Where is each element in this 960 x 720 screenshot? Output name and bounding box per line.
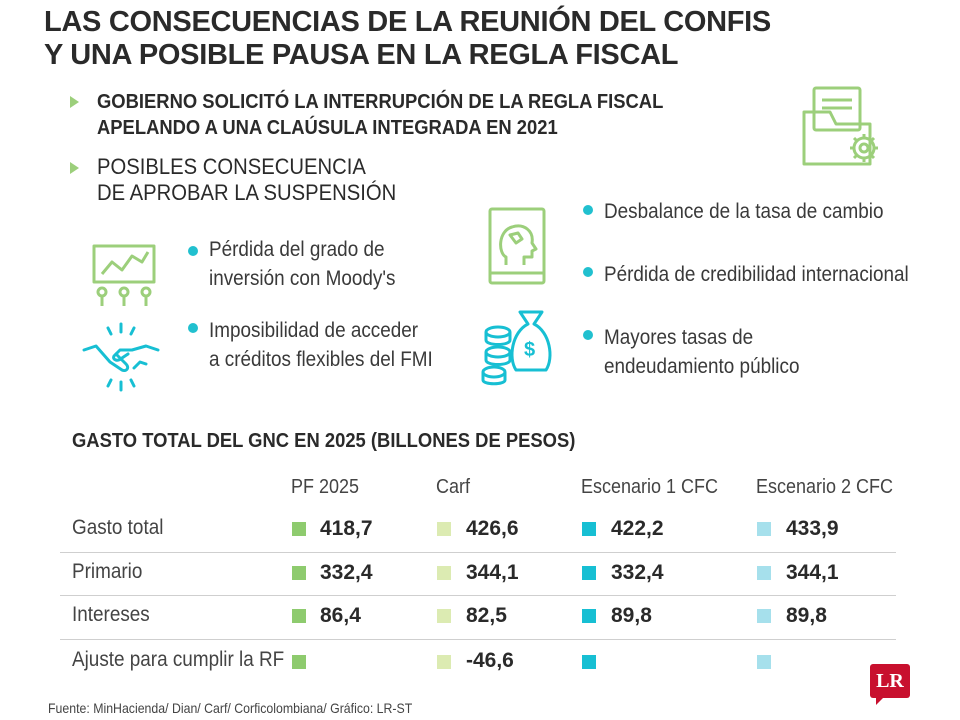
title-line-2: Y UNA POSIBLE PAUSA EN LA REGLA FISCAL <box>44 39 679 71</box>
column-header-pf2025: PF 2025 <box>291 476 360 498</box>
swatch-carf <box>437 609 451 623</box>
swatch-escenario-2 <box>757 566 771 580</box>
bullet-dot <box>583 267 593 277</box>
row-label-gasto-total: Gasto total <box>72 516 164 539</box>
source-note: Fuente: MinHacienda/ Dian/ Carf/ Corfico… <box>48 700 413 716</box>
cell-intereses-carf: 82,5 <box>466 604 507 627</box>
swatch-carf <box>437 566 451 580</box>
cell-intereses-escenario-2: 89,8 <box>786 604 827 627</box>
consequence-moodys: Pérdida del grado de inversión con Moody… <box>209 235 395 293</box>
cell-intereses-pf2025: 86,4 <box>320 604 361 627</box>
swatch-escenario-1 <box>582 609 596 623</box>
row-divider <box>60 595 896 596</box>
bullet-dot <box>188 323 198 333</box>
title-line-1: LAS CONSECUENCIAS DE LA REUNIÓN DEL CONF… <box>44 6 771 38</box>
cell-primario-carf: 344,1 <box>466 561 519 584</box>
cell-gasto-total-escenario-2: 433,9 <box>786 517 839 540</box>
swatch-escenario-2 <box>757 522 771 536</box>
swatch-carf <box>437 655 451 669</box>
table-title: GASTO TOTAL DEL GNC EN 2025 (BILLONES DE… <box>72 430 576 452</box>
consequence-debt-rates: Mayores tasas de endeudamiento público <box>604 323 799 381</box>
highlight-consequences: POSIBLES CONSECUENCIA DE APROBAR LA SUSP… <box>97 154 396 206</box>
cell-gasto-total-pf2025: 418,7 <box>320 517 373 540</box>
row-label-primario: Primario <box>72 560 143 583</box>
column-header-escenario-2: Escenario 2 CFC <box>756 476 894 498</box>
row-label-ajuste: Ajuste para cumplir la RF <box>72 648 285 671</box>
consequence-fmi: Imposibilidad de acceder a créditos flex… <box>209 316 433 374</box>
cell-primario-escenario-2: 344,1 <box>786 561 839 584</box>
highlight-consequences-line-2: DE APROBAR LA SUSPENSIÓN <box>97 180 397 205</box>
cell-primario-escenario-1: 332,4 <box>611 561 664 584</box>
consequence-fmi-line-2: a créditos flexibles del FMI <box>209 348 433 371</box>
page-title: LAS CONSECUENCIAS DE LA REUNIÓN DEL CONF… <box>44 6 771 72</box>
handshake-icon <box>82 322 160 392</box>
swatch-pf2025 <box>292 522 306 536</box>
arrow-icon <box>70 96 79 108</box>
bullet-dot <box>583 330 593 340</box>
swatch-pf2025 <box>292 655 306 669</box>
highlight-request-line-2: APELANDO A UNA CLAÚSULA INTEGRADA EN 202… <box>97 117 558 139</box>
consequence-debt-rates-line-2: endeudamiento público <box>604 355 800 378</box>
swatch-pf2025 <box>292 566 306 580</box>
consequence-exchange-rate: Desbalance de la tasa de cambio <box>604 197 883 226</box>
consequence-fmi-line-1: Imposibilidad de acceder <box>209 319 419 342</box>
consequence-exchange-rate-line-1: Desbalance de la tasa de cambio <box>604 200 884 223</box>
highlight-request-line-1: GOBIERNO SOLICITÓ LA INTERRUPCIÓN DE LA … <box>97 91 664 113</box>
column-header-carf: Carf <box>436 476 471 498</box>
cell-intereses-escenario-1: 89,8 <box>611 604 652 627</box>
folder-gear-icon <box>802 86 878 166</box>
consequence-moodys-line-2: inversión con Moody's <box>209 267 396 290</box>
consequence-credibility: Pérdida de credibilidad internacional <box>604 260 909 289</box>
money-bag-coins-icon: $ <box>481 310 552 386</box>
row-divider <box>60 552 896 553</box>
cell-ajuste-carf: -46,6 <box>466 649 514 672</box>
row-label-intereses: Intereses <box>72 603 150 626</box>
swatch-escenario-1 <box>582 655 596 669</box>
swatch-escenario-2 <box>757 655 771 669</box>
bullet-dot <box>188 246 198 256</box>
lr-logo-tail <box>876 697 884 705</box>
highlight-consequences-line-1: POSIBLES CONSECUENCIA <box>97 154 366 179</box>
arrow-icon <box>70 162 79 174</box>
column-header-escenario-1: Escenario 1 CFC <box>581 476 719 498</box>
consequence-debt-rates-line-1: Mayores tasas de <box>604 326 754 349</box>
consequence-credibility-line-1: Pérdida de credibilidad internacional <box>604 263 909 286</box>
swatch-escenario-1 <box>582 522 596 536</box>
consequence-moodys-line-1: Pérdida del grado de <box>209 238 385 261</box>
swatch-escenario-1 <box>582 566 596 580</box>
swatch-escenario-2 <box>757 609 771 623</box>
head-book-icon <box>488 207 546 285</box>
bullet-dot <box>583 205 593 215</box>
cell-gasto-total-escenario-1: 422,2 <box>611 517 664 540</box>
cell-gasto-total-carf: 426,6 <box>466 517 519 540</box>
cell-primario-pf2025: 332,4 <box>320 561 373 584</box>
row-divider <box>60 639 896 640</box>
swatch-pf2025 <box>292 609 306 623</box>
swatch-carf <box>437 522 451 536</box>
svg-text:$: $ <box>524 339 535 361</box>
chart-presentation-icon <box>92 244 156 306</box>
highlight-request: GOBIERNO SOLICITÓ LA INTERRUPCIÓN DE LA … <box>97 89 663 141</box>
lr-logo: LR <box>870 664 910 698</box>
